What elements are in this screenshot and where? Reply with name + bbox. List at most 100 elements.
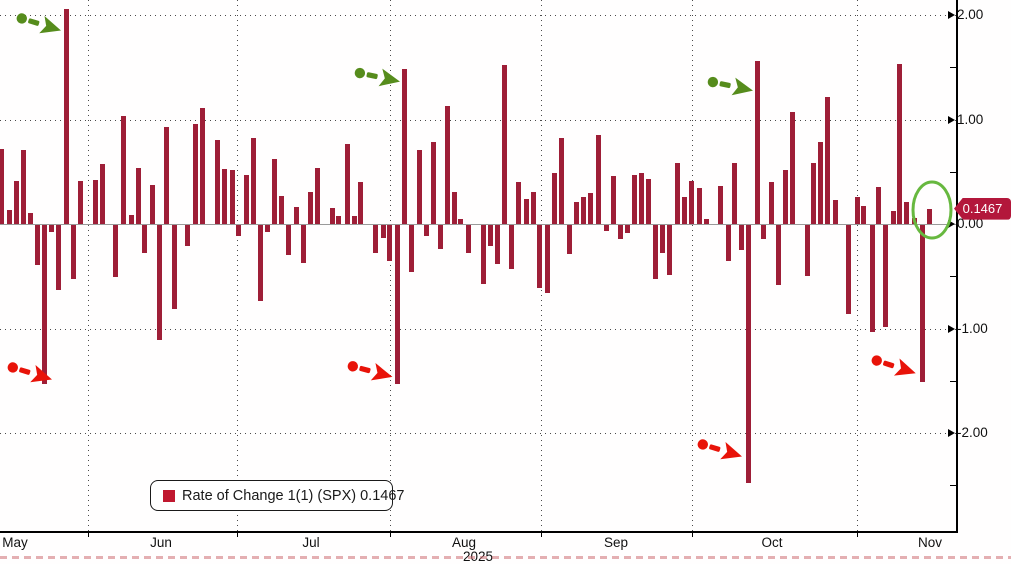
v-gridline [237, 0, 238, 531]
legend-swatch-icon [163, 489, 175, 502]
y-minor-tick [950, 67, 957, 69]
bar [458, 218, 463, 224]
x-axis-tick [88, 531, 89, 537]
bar [567, 225, 572, 255]
bar [537, 225, 542, 288]
bar [21, 149, 26, 224]
bar [56, 225, 61, 290]
bar [279, 195, 284, 224]
bar [660, 225, 665, 254]
bar [632, 174, 637, 224]
bar [646, 179, 651, 224]
bar [689, 181, 694, 224]
bar [395, 225, 400, 384]
bar [904, 202, 909, 224]
x-month-label: Aug [451, 535, 477, 550]
bar [42, 225, 47, 384]
bar [675, 163, 680, 224]
bar [129, 214, 134, 224]
bar [193, 123, 198, 224]
bar [833, 199, 838, 224]
y-minor-tick [950, 171, 957, 173]
bar [516, 182, 521, 224]
bar [524, 198, 529, 224]
bar [611, 175, 616, 224]
bar [891, 211, 896, 224]
bar [409, 225, 414, 273]
bar [466, 225, 471, 254]
y-tick-text: 1.00 [957, 111, 984, 127]
bar [596, 135, 601, 224]
bar [552, 172, 557, 224]
bar [358, 182, 363, 224]
zero-baseline [0, 224, 956, 225]
bar [726, 225, 731, 261]
bar [381, 225, 386, 238]
bar [308, 191, 313, 224]
bar [811, 163, 816, 224]
v-gridline [390, 0, 391, 531]
bar [818, 142, 823, 224]
y-minor-tick [950, 485, 957, 487]
bar [244, 174, 249, 224]
bar [336, 215, 341, 224]
bar [755, 60, 760, 224]
bar [761, 225, 766, 239]
next-panel-edge [0, 556, 1011, 559]
bar [790, 112, 795, 224]
y-minor-tick [950, 380, 957, 382]
bar [559, 138, 564, 224]
y-tick-label: -1.00 [948, 321, 988, 337]
y-tick-text: -1.00 [957, 320, 988, 336]
x-axis-tick [857, 531, 858, 537]
bar [315, 167, 320, 224]
plot-area [0, 0, 956, 531]
bar [265, 225, 270, 233]
x-axis-tick [237, 531, 238, 537]
legend-label: Rate of Change 1(1) (SPX) 0.1467 [182, 487, 405, 504]
bar [897, 64, 902, 224]
bar [0, 148, 4, 224]
y-tick-label: 1.00 [948, 112, 983, 128]
x-axis-tick [390, 531, 391, 537]
x-axis-tick [541, 531, 542, 537]
h-gridline [0, 119, 956, 121]
bar [545, 225, 550, 293]
bar [639, 172, 644, 224]
bar [452, 191, 457, 224]
bar [236, 225, 241, 237]
bar [157, 225, 162, 340]
bar [588, 192, 593, 224]
bar [164, 126, 169, 224]
bar [301, 225, 306, 263]
bar [912, 217, 917, 224]
bar [35, 225, 40, 265]
y-tick-text: -2.00 [957, 425, 988, 440]
bar [604, 225, 609, 232]
bar [653, 225, 658, 280]
bar [920, 225, 925, 382]
bar [870, 225, 875, 332]
y-tick-text: 2.00 [957, 7, 984, 22]
bar [64, 8, 69, 224]
bar [431, 142, 436, 224]
x-month-label: Nov [917, 535, 943, 550]
v-gridline [857, 0, 858, 531]
bar [495, 225, 500, 264]
h-gridline [0, 328, 956, 330]
bar [387, 225, 392, 261]
bar [28, 212, 33, 224]
bar [100, 164, 105, 224]
bar [876, 187, 881, 224]
bar [136, 167, 141, 224]
bar [776, 225, 781, 285]
bar [574, 202, 579, 224]
tick-arrow-icon [948, 324, 955, 333]
bar [488, 225, 493, 246]
bar [509, 225, 514, 269]
legend[interactable]: Rate of Change 1(1) (SPX) 0.1467 [150, 480, 404, 511]
y-tick-label: -2.00 [948, 425, 988, 441]
bar [531, 191, 536, 224]
bar [230, 169, 235, 224]
